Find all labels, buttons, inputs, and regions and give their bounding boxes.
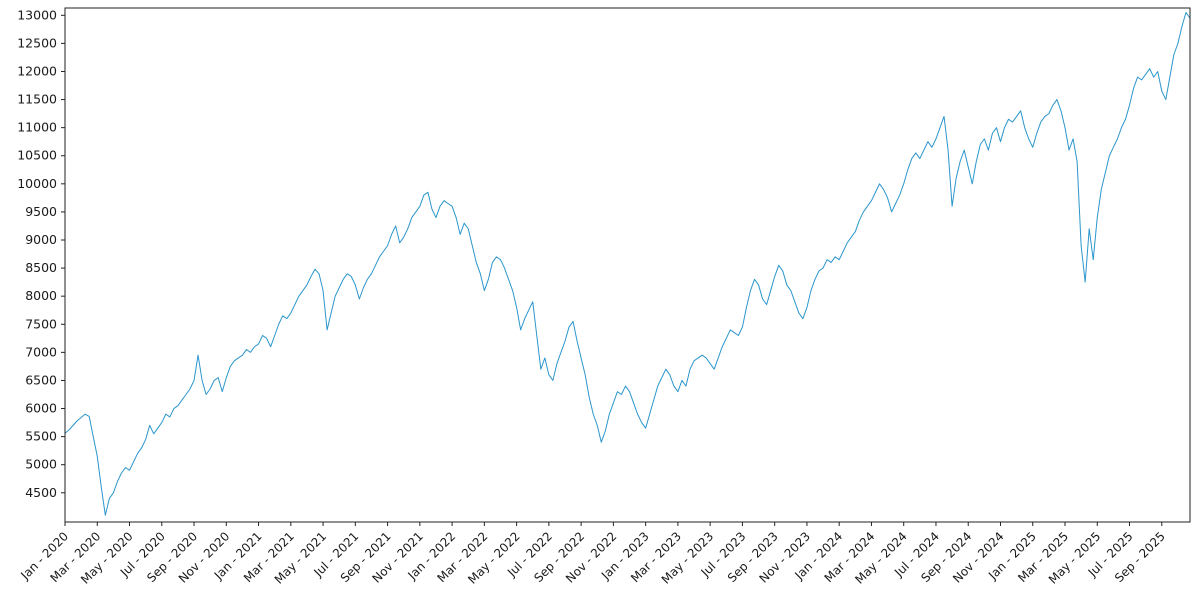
y-axis: 4500 5000 5500 6000 6500 7000 7500 8000 8500 9000… <box>17 7 65 500</box>
y-tick-label: 10000 <box>17 176 57 191</box>
y-tick-label: 8000 <box>25 288 57 303</box>
y-tick-label: 8500 <box>25 260 57 275</box>
y-tick-label: 6000 <box>25 401 57 416</box>
y-tick-label: 11000 <box>17 120 57 135</box>
y-tick-label: 13000 <box>17 7 57 22</box>
y-tick-label: 5000 <box>25 457 57 472</box>
plot-area <box>65 8 1190 522</box>
price-series-line <box>64 11 1191 516</box>
y-tick-label: 9500 <box>25 204 57 219</box>
y-tick-label: 12500 <box>17 35 57 50</box>
plot-border <box>64 7 1191 523</box>
y-tick-label: 7000 <box>25 344 57 359</box>
y-tick-label: 4500 <box>25 485 57 500</box>
y-tick-label: 11500 <box>17 92 57 107</box>
y-tick-label: 10500 <box>17 148 57 163</box>
y-tick-label: 6500 <box>25 372 57 387</box>
y-tick-label: 7500 <box>25 316 57 331</box>
y-tick-label: 9000 <box>25 232 57 247</box>
y-tick-label: 12000 <box>17 63 57 78</box>
y-tick-label: 5500 <box>25 429 57 444</box>
